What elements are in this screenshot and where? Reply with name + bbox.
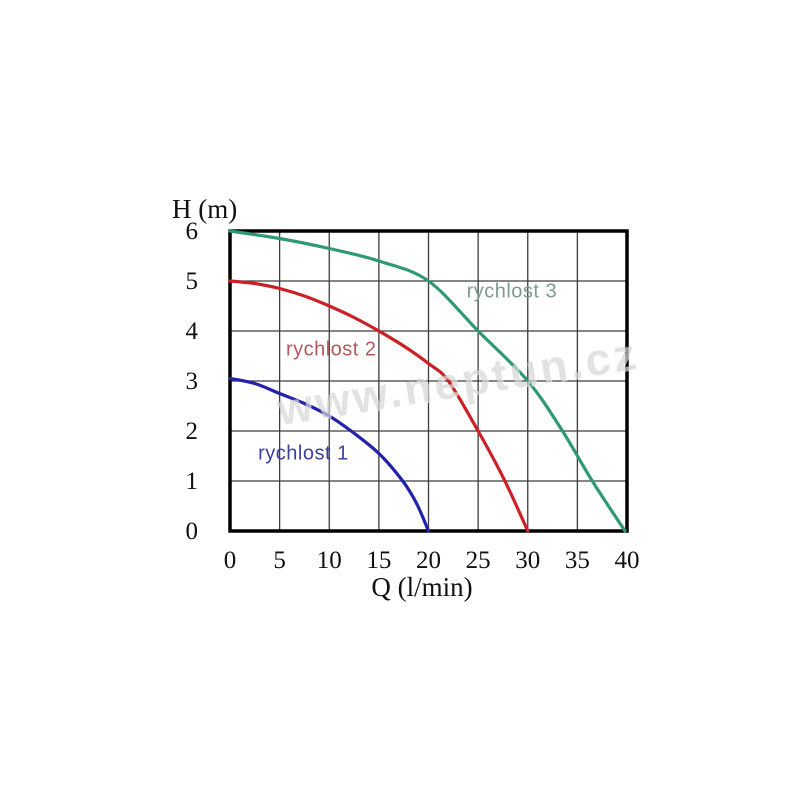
x-axis-title: Q (l/min) bbox=[371, 572, 473, 602]
y-tick-label: 0 bbox=[185, 518, 199, 545]
curve-rychlost-1 bbox=[228, 376, 431, 533]
x-tick-label: 40 bbox=[614, 547, 640, 574]
y-tick-label: 4 bbox=[185, 318, 199, 345]
curve-rychlost-2 bbox=[228, 279, 530, 533]
series-label-rychlost-2: rychlost 2 bbox=[285, 338, 377, 361]
series-label-rychlost-3: rychlost 3 bbox=[466, 280, 558, 303]
x-tick-label: 30 bbox=[515, 547, 541, 574]
x-tick-label: 15 bbox=[366, 547, 392, 574]
x-tick-label: 20 bbox=[416, 547, 441, 574]
y-tick-label: 1 bbox=[185, 468, 199, 495]
y-tick-label: 6 bbox=[185, 218, 199, 245]
x-tick-label: 35 bbox=[564, 547, 590, 574]
curve-rychlost-3 bbox=[228, 229, 627, 533]
x-tick-label: 5 bbox=[273, 547, 286, 574]
x-tick-label: 25 bbox=[465, 547, 491, 574]
y-axis-title: H (m) bbox=[172, 194, 238, 224]
x-tick-label: 10 bbox=[316, 547, 342, 574]
y-tick-label: 5 bbox=[185, 268, 199, 295]
y-tick-label: 2 bbox=[185, 418, 199, 445]
x-tick-label: 0 bbox=[223, 547, 237, 574]
series-label-rychlost-1: rychlost 1 bbox=[258, 442, 349, 464]
y-tick-label: 3 bbox=[185, 368, 199, 395]
